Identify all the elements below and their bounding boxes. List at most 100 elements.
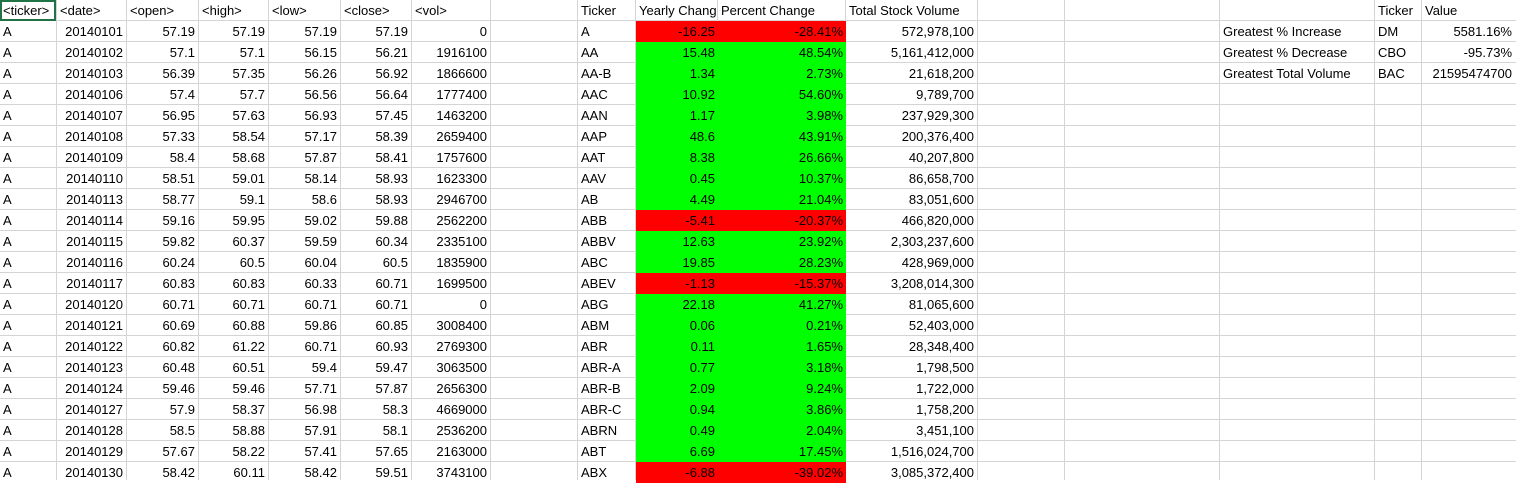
raw-data-cell[interactable]: 57.19: [304, 24, 337, 39]
total-volume-cell[interactable]: 81,065,600: [908, 297, 974, 312]
raw-data-cell[interactable]: 1777400: [436, 87, 487, 102]
percent-change-cell[interactable]: 17.45%: [718, 441, 846, 462]
yearly-change-cell[interactable]: 8.38: [636, 147, 718, 168]
yearly-change-cell[interactable]: 0.11: [636, 336, 718, 357]
total-volume-cell[interactable]: 52,403,000: [908, 318, 974, 333]
total-volume-cell[interactable]: 428,969,000: [901, 255, 974, 270]
summary-ticker-cell[interactable]: ABT: [581, 444, 607, 459]
total-volume-cell[interactable]: 466,820,000: [901, 213, 974, 228]
summary-ticker-cell[interactable]: ABC: [581, 255, 608, 270]
greatest-ticker-cell[interactable]: BAC: [1378, 66, 1405, 81]
raw-data-cell[interactable]: 58.42: [162, 465, 195, 480]
raw-data-cell[interactable]: 60.88: [232, 318, 265, 333]
summary-header-cell[interactable]: Total Stock Volume: [849, 3, 960, 18]
raw-data-cell[interactable]: 20140109: [65, 150, 123, 165]
raw-data-cell[interactable]: 3063500: [436, 360, 487, 375]
raw-data-cell[interactable]: 58.14: [304, 171, 337, 186]
raw-data-cell[interactable]: 1623300: [436, 171, 487, 186]
raw-data-cell[interactable]: 1463200: [436, 108, 487, 123]
raw-data-cell[interactable]: 60.34: [375, 234, 408, 249]
raw-data-cell[interactable]: 57.4: [169, 87, 195, 102]
yearly-change-cell[interactable]: -1.13: [636, 273, 718, 294]
raw-data-cell[interactable]: A: [3, 465, 12, 480]
raw-data-cell[interactable]: A: [3, 360, 12, 375]
raw-data-cell[interactable]: A: [3, 213, 12, 228]
summary-ticker-cell[interactable]: ABR-B: [581, 381, 621, 396]
raw-data-cell[interactable]: 56.93: [304, 108, 337, 123]
raw-data-cell[interactable]: 60.69: [162, 318, 195, 333]
total-volume-cell[interactable]: 21,618,200: [908, 66, 974, 81]
raw-data-cell[interactable]: 56.15: [304, 45, 337, 60]
summary-header-cell[interactable]: Ticker: [581, 3, 616, 18]
raw-data-cell[interactable]: 57.65: [375, 444, 408, 459]
raw-data-cell[interactable]: 20140116: [66, 255, 123, 270]
raw-data-cell[interactable]: 58.93: [375, 171, 408, 186]
raw-header-cell[interactable]: <date>: [60, 3, 101, 18]
raw-data-cell[interactable]: 60.71: [375, 297, 408, 312]
raw-data-cell[interactable]: A: [3, 234, 12, 249]
yearly-change-cell[interactable]: 12.63: [636, 231, 718, 252]
percent-change-cell[interactable]: 3.98%: [718, 105, 846, 126]
raw-data-cell[interactable]: 58.68: [232, 150, 265, 165]
raw-data-cell[interactable]: A: [3, 45, 12, 60]
raw-data-cell[interactable]: 20140103: [65, 66, 123, 81]
summary-ticker-cell[interactable]: AAN: [581, 108, 608, 123]
raw-data-cell[interactable]: 57.17: [304, 129, 337, 144]
raw-data-cell[interactable]: 60.71: [232, 297, 265, 312]
raw-data-cell[interactable]: 20140108: [65, 129, 123, 144]
percent-change-cell[interactable]: -20.37%: [718, 210, 846, 231]
raw-data-cell[interactable]: 56.21: [375, 45, 408, 60]
raw-data-cell[interactable]: 1835900: [436, 255, 487, 270]
raw-data-cell[interactable]: 1866600: [436, 66, 487, 81]
greatest-label-cell[interactable]: Greatest % Increase: [1223, 24, 1342, 39]
percent-change-cell[interactable]: 1.65%: [718, 336, 846, 357]
raw-data-cell[interactable]: 59.59: [304, 234, 337, 249]
raw-data-cell[interactable]: 56.56: [304, 87, 337, 102]
raw-data-cell[interactable]: 56.98: [304, 402, 337, 417]
raw-data-cell[interactable]: 60.04: [304, 255, 337, 270]
greatest-ticker-cell[interactable]: CBO: [1378, 45, 1407, 60]
raw-data-cell[interactable]: A: [3, 276, 12, 291]
raw-data-cell[interactable]: 59.02: [304, 213, 337, 228]
summary-ticker-cell[interactable]: ABR-A: [581, 360, 621, 375]
raw-data-cell[interactable]: 60.33: [304, 276, 337, 291]
raw-header-cell[interactable]: <high>: [202, 3, 242, 18]
yearly-change-cell[interactable]: 10.92: [636, 84, 718, 105]
yearly-change-cell[interactable]: 19.85: [636, 252, 718, 273]
raw-header-cell[interactable]: <open>: [130, 3, 175, 18]
raw-data-cell[interactable]: 58.93: [375, 192, 408, 207]
percent-change-cell[interactable]: 10.37%: [718, 168, 846, 189]
raw-data-cell[interactable]: A: [3, 171, 12, 186]
raw-data-cell[interactable]: 57.91: [304, 423, 337, 438]
raw-data-cell[interactable]: 60.83: [162, 276, 195, 291]
raw-data-cell[interactable]: 60.71: [375, 276, 408, 291]
raw-data-cell[interactable]: 57.67: [162, 444, 195, 459]
total-volume-cell[interactable]: 2,303,237,600: [890, 234, 974, 249]
raw-data-cell[interactable]: 59.4: [311, 360, 337, 375]
percent-change-cell[interactable]: 0.21%: [718, 315, 846, 336]
raw-data-cell[interactable]: 57.71: [304, 381, 337, 396]
raw-data-cell[interactable]: 58.22: [232, 444, 265, 459]
summary-ticker-cell[interactable]: AAC: [581, 87, 608, 102]
raw-data-cell[interactable]: 58.6: [311, 192, 337, 207]
raw-data-cell[interactable]: 60.71: [304, 339, 337, 354]
raw-data-cell[interactable]: 57.1: [169, 45, 195, 60]
raw-data-cell[interactable]: 1757600: [436, 150, 487, 165]
raw-data-cell[interactable]: 60.85: [375, 318, 408, 333]
raw-data-cell[interactable]: 60.48: [162, 360, 195, 375]
raw-data-cell[interactable]: 59.01: [232, 171, 265, 186]
raw-header-cell[interactable]: <close>: [344, 3, 390, 18]
raw-data-cell[interactable]: 58.1: [382, 423, 408, 438]
greatest-header-cell[interactable]: Value: [1425, 3, 1458, 18]
summary-ticker-cell[interactable]: AAV: [581, 171, 607, 186]
yearly-change-cell[interactable]: 15.48: [636, 42, 718, 63]
raw-data-cell[interactable]: 20140101: [65, 24, 123, 39]
total-volume-cell[interactable]: 40,207,800: [908, 150, 974, 165]
raw-data-cell[interactable]: 59.88: [375, 213, 408, 228]
raw-data-cell[interactable]: 3008400: [436, 318, 487, 333]
raw-data-cell[interactable]: 57.19: [162, 24, 195, 39]
raw-data-cell[interactable]: A: [3, 129, 12, 144]
raw-data-cell[interactable]: 61.22: [232, 339, 265, 354]
total-volume-cell[interactable]: 9,789,700: [916, 87, 974, 102]
raw-data-cell[interactable]: A: [3, 402, 12, 417]
